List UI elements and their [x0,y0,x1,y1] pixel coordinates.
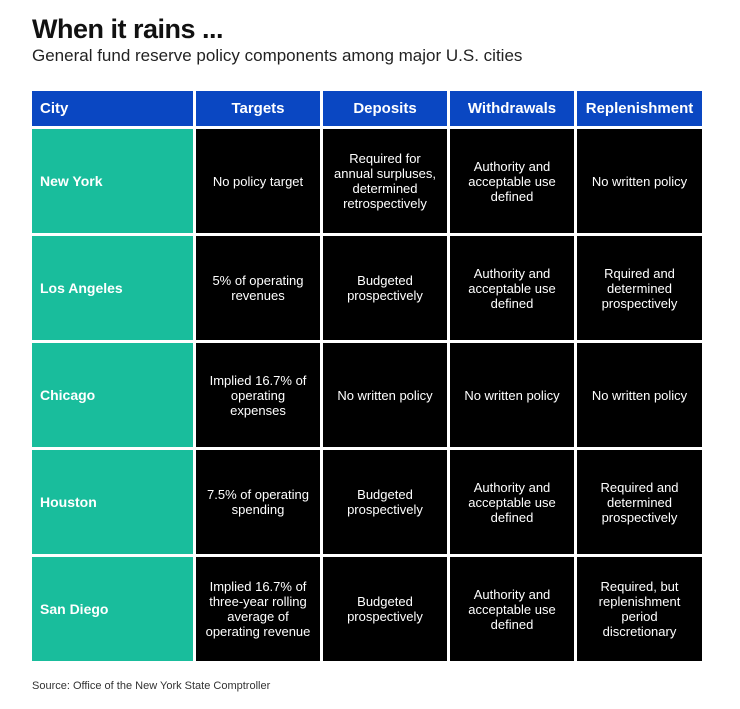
table-cell-withdrawals: Authority and acceptable use defined [450,450,574,554]
column-header-replenishment: Replenishment [577,91,702,126]
table-cell-targets: 7.5% of operating spending [196,450,320,554]
table-cell-deposits: Budgeted prospectively [323,557,447,661]
city-cell: Los Angeles [32,236,193,340]
table-cell-replenishment: Rquired and determined prospectively [577,236,702,340]
table-cell-deposits: No written policy [323,343,447,447]
table-cell-replenishment: Required and determined prospectively [577,450,702,554]
city-cell: Houston [32,450,193,554]
table-cell-targets: 5% of operating revenues [196,236,320,340]
column-header-withdrawals: Withdrawals [450,91,574,126]
column-header-targets: Targets [196,91,320,126]
policy-table: City Targets Deposits Withdrawals Replenishm… [32,91,702,661]
table-cell-replenishment: No written policy [577,129,702,233]
table-cell-replenishment: Required, but replenishment period discr… [577,557,702,661]
table-cell-withdrawals: Authority and acceptable use defined [450,129,574,233]
column-header-deposits: Deposits [323,91,447,126]
city-cell: New York [32,129,193,233]
table-cell-targets: Implied 16.7% of three-year rolling aver… [196,557,320,661]
table-cell-replenishment: No written policy [577,343,702,447]
city-cell: Chicago [32,343,193,447]
table-cell-deposits: Budgeted prospectively [323,450,447,554]
table-cell-targets: Implied 16.7% of operating expenses [196,343,320,447]
table-cell-deposits: Required for annual surpluses, determine… [323,129,447,233]
table-cell-withdrawals: Authority and acceptable use defined [450,557,574,661]
column-header-city: City [32,91,193,126]
table-cell-targets: No policy target [196,129,320,233]
table-cell-deposits: Budgeted prospectively [323,236,447,340]
city-cell: San Diego [32,557,193,661]
chart-title: When it rains ... [32,14,224,44]
source-note: Source: Office of the New York State Com… [32,680,271,692]
chart-subtitle: General fund reserve policy components a… [32,46,523,65]
table-cell-withdrawals: Authority and acceptable use defined [450,236,574,340]
table-cell-withdrawals: No written policy [450,343,574,447]
